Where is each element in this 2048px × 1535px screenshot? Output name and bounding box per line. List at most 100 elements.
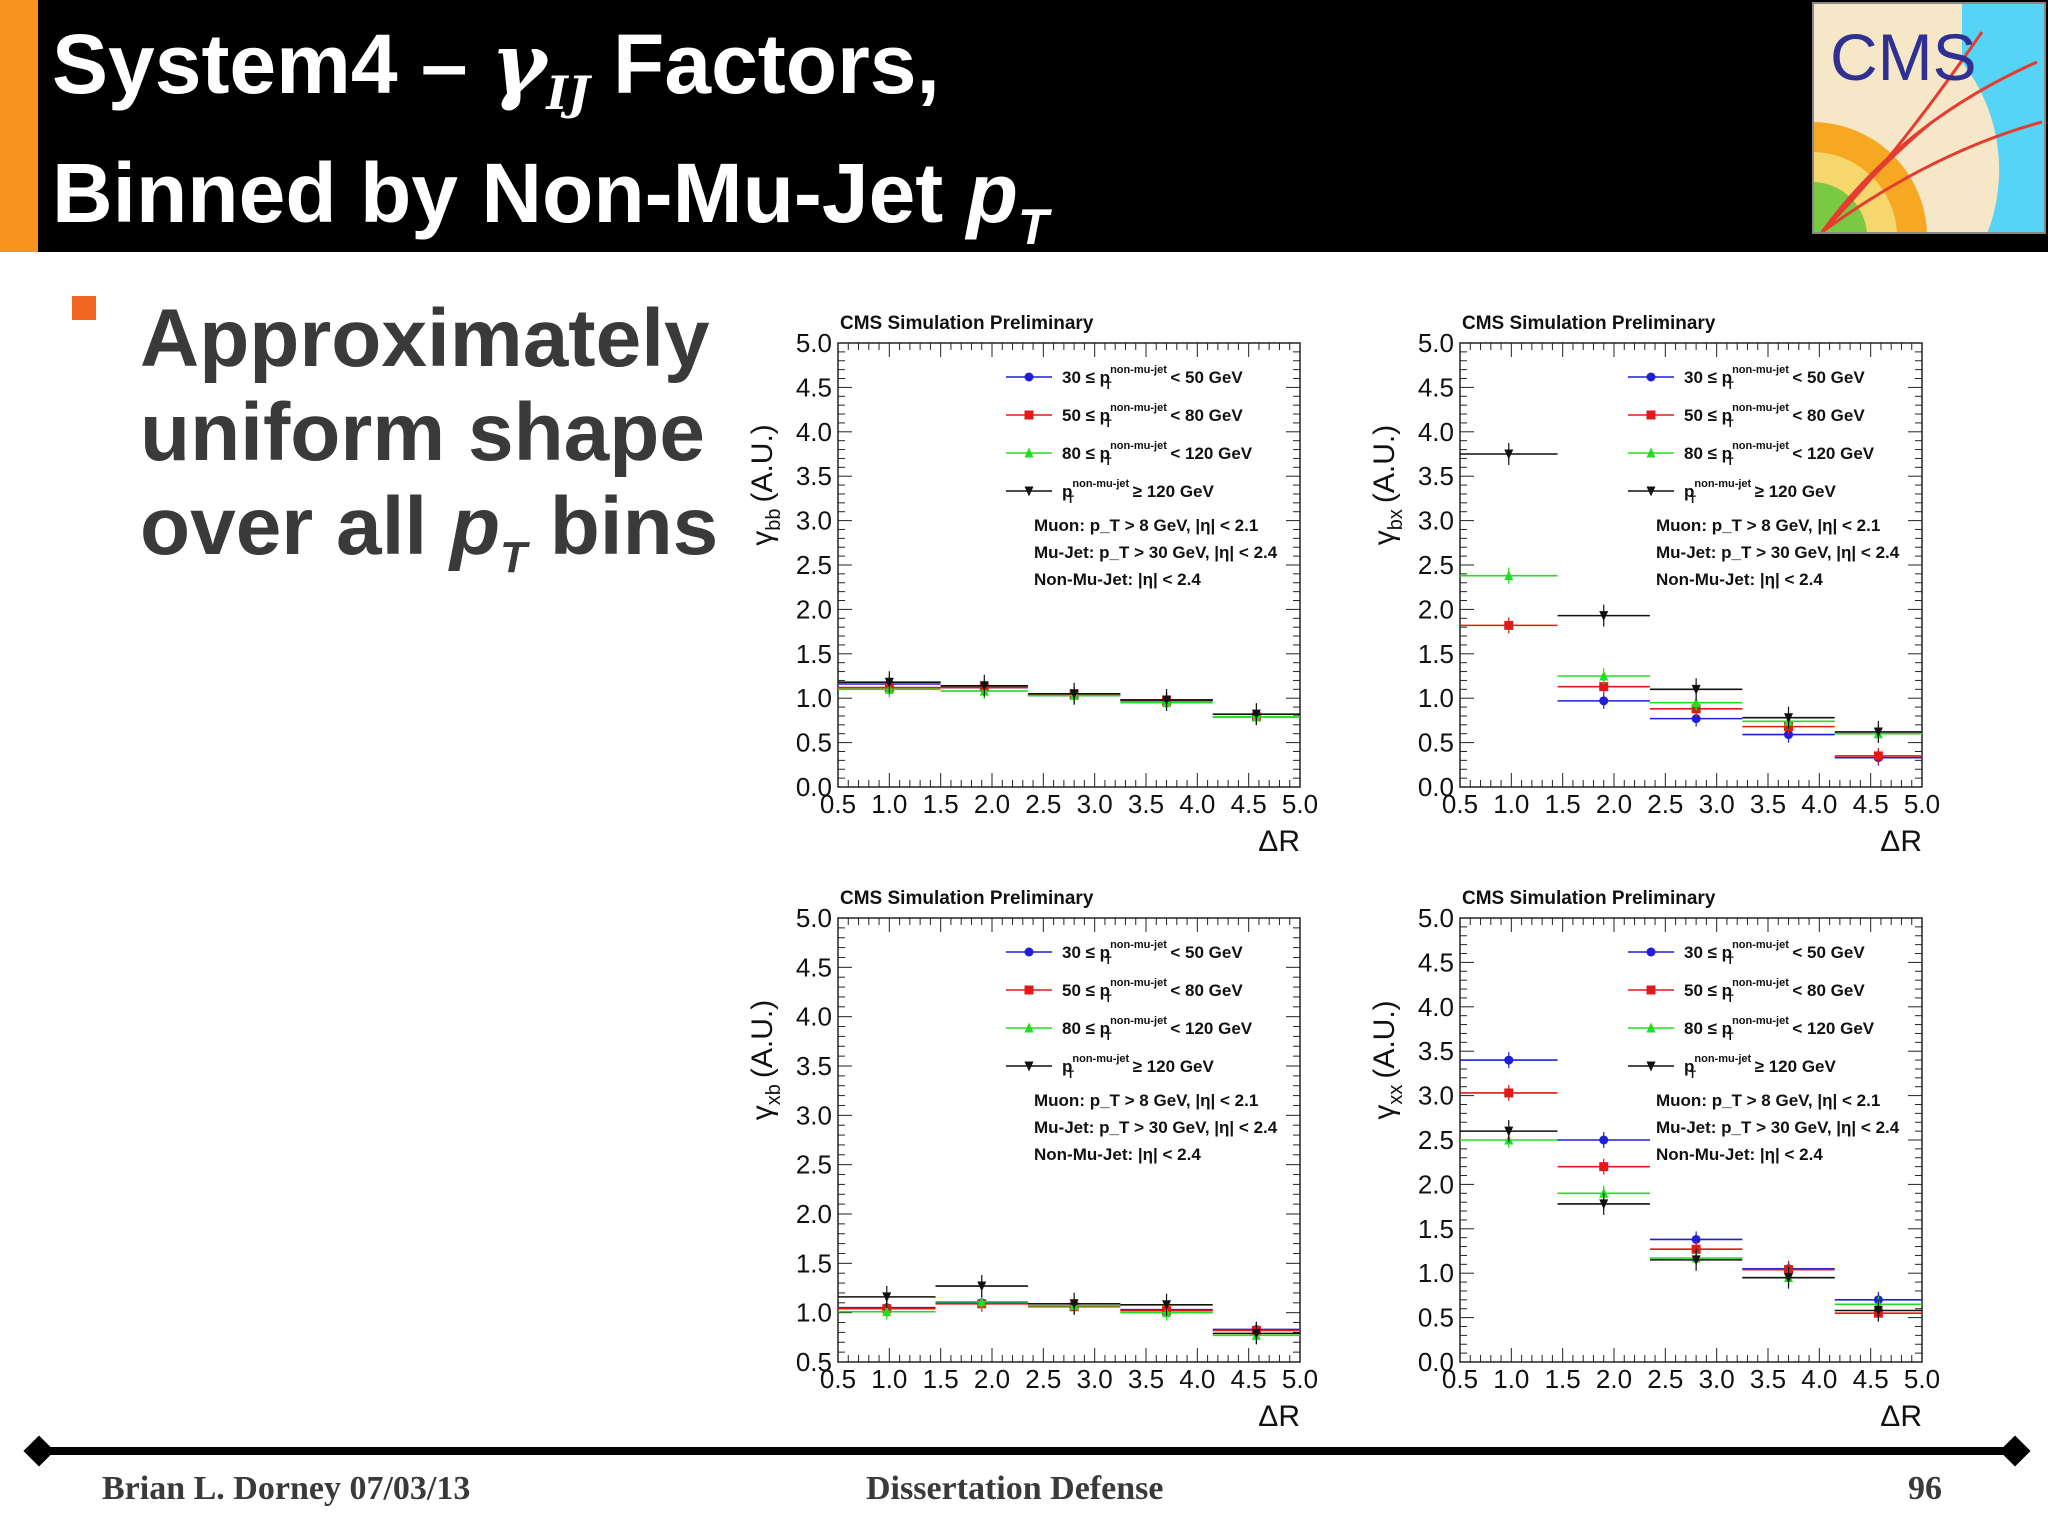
plot-gamma-bx: CMS Simulation Preliminary 0.5 1.0 1.5 2.0 2.… [1368,313,1940,858]
legend-label-post: < 120 GeV [1788,1019,1875,1038]
x-tick-label: 1.5 [923,789,959,819]
legend-label-sup: non-mu-jet [1732,402,1789,414]
y-axis-label-sub: bx [1385,509,1407,530]
data-point [1599,1162,1609,1172]
legend-label: 50 ≤ pnon-mu-jet T < 80 GeV [1062,977,1243,1005]
legend-label-sub: T [1689,1069,1696,1081]
data-point [1504,1126,1514,1137]
title-pt: p [966,146,1018,240]
data-point [884,677,894,688]
legend-label: pnon-mu-jet T ≥ 120 GeV [1062,478,1214,506]
plot-annotation: Non-Mu-Jet: |η| < 2.4 [1656,570,1823,589]
y-tick-label: 3.5 [796,1051,832,1081]
slide-title: System4 – γIJ Factors, Binned by Non-Mu-… [52,14,1048,277]
plot-annotation: Mu-Jet: p_T > 30 GeV, |η| < 2.4 [1034,1118,1278,1137]
legend-label: 80 ≤ pnon-mu-jet T < 120 GeV [1062,1015,1253,1043]
data-point [1599,1199,1609,1210]
data-point [1691,697,1701,708]
data-point [1784,713,1794,724]
legend-label-sup: non-mu-jet [1732,939,1789,951]
legend-label-sub: T [1067,1069,1074,1081]
legend-entry: 80 ≤ pnon-mu-jet T < 120 GeV [1628,1015,1875,1043]
legend-label-sub: T [1727,1031,1734,1043]
y-tick-label: 2.5 [1418,550,1454,580]
plot-gamma-xb: CMS Simulation Preliminary 0.5 1.0 1.5 2.0 2.… [746,888,1318,1433]
y-tick-label: 1.5 [796,1248,832,1278]
legend-label-name: 30 ≤ p [1062,943,1110,962]
plot-annotation: Muon: p_T > 8 GeV, |η| < 2.1 [1656,1091,1880,1110]
y-tick-label: 2.5 [796,550,832,580]
legend-label-sup: non-mu-jet [1072,1053,1129,1065]
x-tick-label: 3.0 [1077,789,1113,819]
legend-entry: pnon-mu-jet T ≥ 120 GeV [1006,478,1214,506]
y-tick-label: 3.5 [1418,461,1454,491]
x-tick-label: 3.5 [1750,1364,1786,1394]
x-tick-label: 2.0 [1596,789,1632,819]
x-tick-label: 5.0 [1282,1364,1318,1394]
y-tick-label: 1.5 [1418,639,1454,669]
x-tick-label: 2.5 [1647,1364,1683,1394]
legend-entry: pnon-mu-jet T ≥ 120 GeV [1006,1053,1214,1081]
legend-marker [1024,985,1034,995]
legend-label: 30 ≤ pnon-mu-jet T < 50 GeV [1684,939,1865,967]
data-point [1599,696,1609,706]
y-tick-label: 0.5 [1418,1303,1454,1333]
data-point [1504,1055,1514,1065]
y-axis-label-sub: bb [763,509,785,531]
legend-entry: pnon-mu-jet T ≥ 120 GeV [1628,1053,1836,1081]
plot-title: CMS Simulation Preliminary [1462,888,1716,909]
legend-label-post: ≥ 120 GeV [1750,1057,1837,1076]
legend-label-sub: T [1067,494,1074,506]
y-tick-label: 2.5 [796,1150,832,1180]
plot-annotation: Mu-Jet: p_T > 30 GeV, |η| < 2.4 [1656,1118,1900,1137]
legend-label-name: 30 ≤ p [1684,368,1732,387]
x-tick-label: 4.5 [1853,1364,1889,1394]
y-tick-label: 1.0 [1418,683,1454,713]
x-tick-label: 2.0 [1596,1364,1632,1394]
series-group [838,679,1300,725]
data-point [1069,1299,1079,1310]
axis-ticks [1459,342,1923,788]
x-tick-label: 0.5 [820,789,856,819]
series-group [1460,1120,1922,1322]
x-tick-label: 5.0 [1904,1364,1940,1394]
y-axis-label-gamma: γ [746,531,779,546]
data-point [1504,1088,1514,1098]
x-tick-label: 4.5 [1231,1364,1267,1394]
legend-label-sub: T [1727,380,1734,392]
bullet-line-1: Approximately [140,293,710,384]
bullet-text: Approximately uniform shape over all pT … [140,292,740,605]
y-tick-label: 1.0 [796,683,832,713]
x-tick-label: 1.5 [923,1364,959,1394]
plot-annotation: Muon: p_T > 8 GeV, |η| < 2.1 [1034,1091,1258,1110]
legend-label: 50 ≤ pnon-mu-jet T < 80 GeV [1684,402,1865,430]
legend-entry: 30 ≤ pnon-mu-jet T < 50 GeV [1006,364,1243,392]
data-point [1599,1187,1609,1198]
series-group [838,1293,1300,1344]
data-point [1504,449,1514,460]
legend-label-sup: non-mu-jet [1694,478,1751,490]
x-tick-label: 4.0 [1801,789,1837,819]
bullet-line-3-p: p [449,481,501,572]
legend-label-post: < 80 GeV [1166,406,1244,425]
legend-label-name: p [1684,482,1694,501]
footer-rule [30,1447,2020,1455]
plot-annotation: Non-Mu-Jet: |η| < 2.4 [1034,1145,1201,1164]
y-tick-label: 4.0 [1418,992,1454,1022]
legend-marker [1646,947,1656,957]
x-tick-label: 1.0 [1493,1364,1529,1394]
legend-label-name: 80 ≤ p [1062,1019,1110,1038]
x-tick-label: 1.5 [1545,1364,1581,1394]
y-tick-label: 4.5 [1418,372,1454,402]
x-tick-label: 3.5 [1128,789,1164,819]
title-line-1: System4 – γIJ Factors, [52,14,1048,143]
x-tick-label: 2.5 [1025,1364,1061,1394]
title-text: System4 – [52,17,491,111]
x-tick-label: 0.5 [1442,1364,1478,1394]
y-tick-label: 5.0 [1418,328,1454,358]
bullet-marker [72,296,96,320]
y-tick-label: 0.5 [796,1347,832,1377]
legend-label-name: 30 ≤ p [1684,943,1732,962]
footer-author-date: Brian L. Dorney 07/03/13 [102,1470,471,1507]
y-axis-label-gamma: γ [746,1105,779,1120]
